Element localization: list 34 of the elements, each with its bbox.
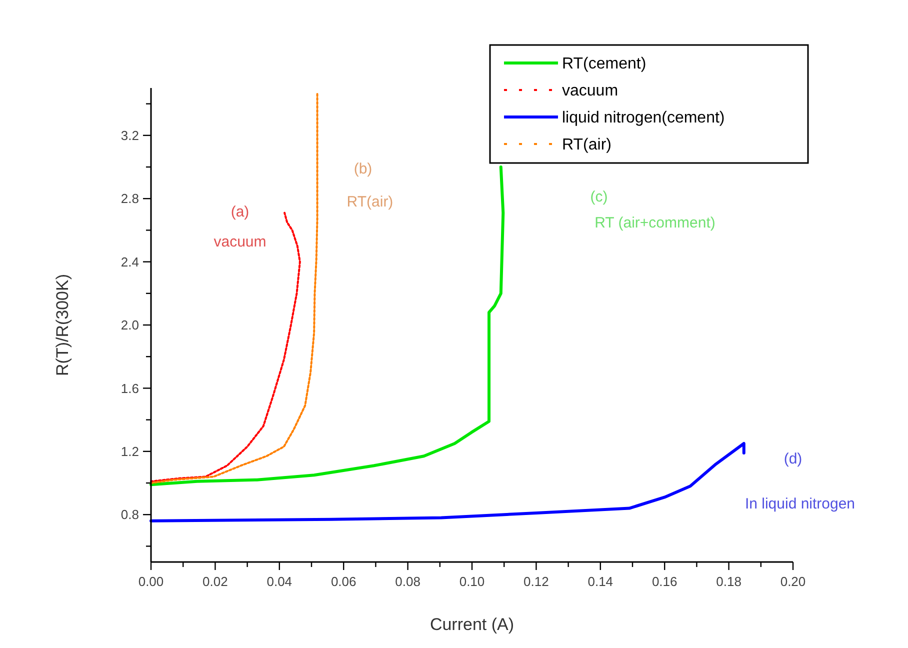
x-tick-label: 0.14 xyxy=(588,574,614,589)
x-tick-label: 0.06 xyxy=(330,574,356,589)
x-tick-label: 0.20 xyxy=(780,574,806,589)
annotation: RT (air+comment) xyxy=(594,214,716,232)
x-tick-label: 0.04 xyxy=(266,574,292,589)
x-tick-label: 0.12 xyxy=(524,574,549,589)
legend-label: vacuum xyxy=(562,82,618,100)
line-series xyxy=(150,92,318,484)
x-tick-label: 0.18 xyxy=(716,574,742,589)
y-tick-label: 0.8 xyxy=(120,507,139,522)
y-tick-label: 2.8 xyxy=(120,191,139,206)
y-tick-label: 1.6 xyxy=(120,380,139,396)
annotation: vacuum xyxy=(214,233,266,250)
annotation: (a) xyxy=(230,203,250,220)
x-tick-label: 0.08 xyxy=(395,574,420,589)
line-series xyxy=(150,442,746,522)
y-tick-label: 1.2 xyxy=(120,444,139,459)
x-axis-title: Current (A) xyxy=(430,615,514,634)
x-tick-label: 0.00 xyxy=(138,574,164,589)
annotation: (c) xyxy=(590,188,608,206)
legend-label: RT(cement) xyxy=(562,56,646,73)
x-tick-label: 0.16 xyxy=(652,574,678,589)
annotation: (b) xyxy=(354,160,372,178)
annotation: (d) xyxy=(784,450,802,468)
x-tick-label: 0.02 xyxy=(202,574,228,589)
annotation: In liquid nitrogen xyxy=(744,495,856,512)
y-axis-title: R(T)/R(300K) xyxy=(53,274,72,376)
y-tick-label: 3.2 xyxy=(120,128,139,143)
legend-label: RT(air) xyxy=(562,136,612,154)
legend-label: liquid nitrogen(cement) xyxy=(562,110,725,127)
y-tick-label: 2.4 xyxy=(120,254,139,270)
y-tick-label: 2.0 xyxy=(120,318,139,333)
x-tick-label: 0.10 xyxy=(459,574,485,589)
annotation: RT(air) xyxy=(346,193,394,210)
